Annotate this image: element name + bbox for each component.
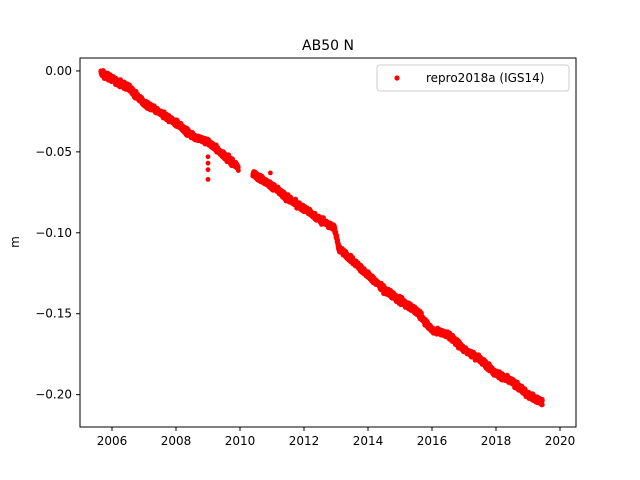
legend: repro2018a (IGS14) — [376, 64, 570, 92]
data-points — [98, 68, 545, 408]
x-tick-label: 2018 — [481, 434, 512, 448]
data-point — [539, 402, 545, 408]
outlier-point — [205, 167, 211, 173]
x-tick-label: 2010 — [225, 434, 256, 448]
y-tick-label: −0.10 — [35, 226, 72, 240]
data-point — [235, 168, 241, 173]
legend-box — [376, 64, 570, 92]
outlier-point — [205, 160, 211, 166]
x-tick-label: 2020 — [545, 434, 576, 448]
y-tick-label: −0.20 — [35, 388, 72, 402]
legend-label: repro2018a (IGS14) — [426, 71, 544, 85]
y-tick-label: −0.05 — [35, 145, 72, 159]
outlier-point — [205, 154, 211, 160]
x-axis-ticks: 2006 2008 2010 2012 2014 2016 2018 2020 — [97, 427, 576, 448]
chart-title: AB50 N — [302, 38, 354, 54]
legend-marker — [394, 75, 400, 81]
y-axis-label: m — [8, 236, 22, 248]
outlier-point — [268, 170, 273, 176]
y-tick-label: −0.15 — [35, 307, 72, 321]
y-tick-label: 0.00 — [45, 64, 72, 78]
plot-frame — [79, 57, 577, 428]
outlier-point — [205, 176, 211, 182]
x-tick-label: 2012 — [289, 434, 320, 448]
data-point — [539, 398, 545, 403]
x-tick-label: 2008 — [161, 434, 192, 448]
x-tick-label: 2014 — [353, 434, 384, 448]
y-axis-ticks: 0.00 −0.05 −0.10 −0.15 −0.20 — [35, 64, 80, 402]
x-tick-label: 2016 — [417, 434, 448, 448]
x-tick-label: 2006 — [97, 434, 128, 448]
